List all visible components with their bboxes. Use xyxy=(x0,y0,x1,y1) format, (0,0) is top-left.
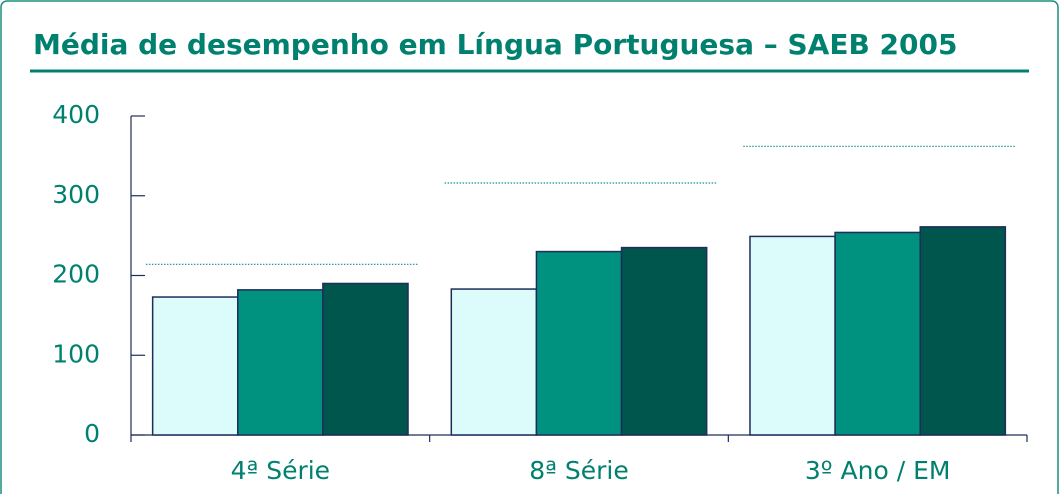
bar xyxy=(322,282,409,436)
chart-title: Média de desempenho em Língua Portuguesa… xyxy=(33,28,957,61)
bar xyxy=(535,250,623,436)
y-tick-label: 300 xyxy=(52,180,100,209)
x-tick-label: 3º Ano / EM xyxy=(805,456,951,485)
y-tick-label: 200 xyxy=(52,260,100,289)
bar xyxy=(919,226,1007,436)
bar xyxy=(450,288,538,436)
y-tick-label: 0 xyxy=(84,419,100,448)
x-tick-label: 4ª Série xyxy=(231,456,331,485)
bar xyxy=(237,289,324,436)
x-tick-label: 8ª Série xyxy=(529,456,629,485)
bar xyxy=(151,296,239,436)
y-tick-label: 100 xyxy=(52,339,100,368)
bar xyxy=(620,246,708,436)
bar xyxy=(834,231,921,436)
y-tick-label: 400 xyxy=(52,100,100,129)
bar xyxy=(749,235,836,436)
